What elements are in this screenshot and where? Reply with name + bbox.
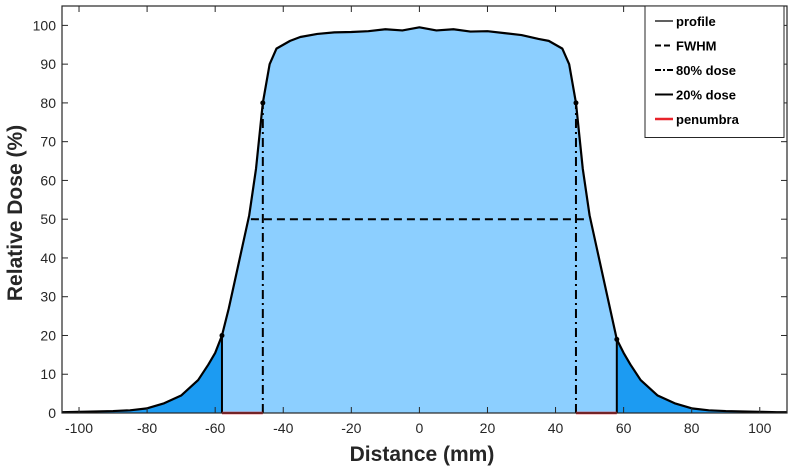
- y-tick-label: 60: [40, 172, 56, 188]
- central-fill: [221, 27, 617, 413]
- y-tick-label: 70: [40, 134, 56, 150]
- y-tick-label: 10: [40, 366, 56, 382]
- y-tick-label: 80: [40, 95, 56, 111]
- legend-box: [644, 5, 785, 138]
- tail-fill-right: [616, 339, 787, 413]
- legend-label-dose20: 20% dose: [676, 88, 736, 103]
- axes-frame: [61, 5, 788, 414]
- y-tick-label: 20: [40, 327, 56, 343]
- x-tick-label: 20: [480, 420, 496, 436]
- dose80-marker: [573, 100, 579, 106]
- dose20-marker: [219, 332, 225, 338]
- x-tick-label: 80: [684, 420, 700, 436]
- legend-label-penumbra: penumbra: [676, 112, 740, 127]
- legend-label-profile: profile: [676, 14, 716, 29]
- dose20-marker: [614, 336, 620, 342]
- y-tick-label: 90: [40, 56, 56, 72]
- tail-fill-left: [62, 335, 222, 413]
- y-tick-label: 40: [40, 250, 56, 266]
- x-tick-label: 60: [616, 420, 632, 436]
- x-tick-label: 0: [415, 420, 423, 436]
- legend-label-fwhm: FWHM: [676, 39, 716, 54]
- y-tick-label: 0: [48, 405, 56, 421]
- y-tick-label: 50: [40, 211, 56, 227]
- x-tick-label: 100: [748, 420, 772, 436]
- axes: -100 -80 -60 -40 -20 0 20 40 60 80 100 0 10 20 30 40 50 6…: [33, 5, 788, 436]
- y-tick-label: 30: [40, 289, 56, 305]
- plot-area: [61, 26, 787, 415]
- x-tick-label: -80: [137, 420, 157, 436]
- y-tick-label: 100: [33, 17, 57, 33]
- x-tick-label: 40: [548, 420, 564, 436]
- dose80-marker: [260, 100, 266, 106]
- y-axis-label: Relative Dose (%): [4, 125, 27, 301]
- x-tick-label: -100: [65, 420, 93, 436]
- legend: profile FWHM 80% dose 20% dose penumbra: [644, 5, 785, 138]
- x-axis-label: Distance (mm): [350, 443, 495, 466]
- x-tick-label: -20: [341, 420, 361, 436]
- legend-label-dose80: 80% dose: [676, 63, 736, 78]
- x-tick-label: -40: [273, 420, 293, 436]
- x-tick-label: -60: [205, 420, 225, 436]
- profile-line: [61, 26, 787, 414]
